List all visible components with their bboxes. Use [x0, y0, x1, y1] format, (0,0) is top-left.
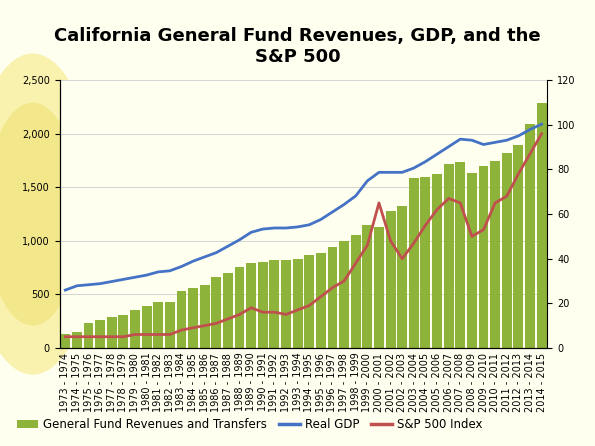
Bar — [374, 227, 384, 348]
Bar — [258, 262, 268, 348]
Legend: General Fund Revenues and Transfers, Real GDP, S&P 500 Index: General Fund Revenues and Transfers, Rea… — [12, 413, 487, 436]
Bar — [328, 247, 337, 348]
Bar — [142, 306, 152, 348]
Bar — [397, 206, 407, 348]
Bar — [234, 267, 245, 348]
Bar — [386, 211, 396, 348]
Bar — [351, 235, 361, 348]
Bar — [316, 252, 326, 348]
Text: California General Fund Revenues, GDP, and the
S&P 500: California General Fund Revenues, GDP, a… — [54, 27, 541, 66]
Bar — [409, 178, 419, 348]
Bar — [513, 145, 523, 348]
Bar — [107, 317, 117, 348]
Bar — [211, 277, 221, 348]
Bar — [455, 161, 465, 348]
Bar — [130, 310, 140, 348]
Bar — [246, 263, 256, 348]
Bar — [293, 259, 303, 348]
Bar — [537, 103, 547, 348]
Bar — [339, 241, 349, 348]
Bar — [478, 166, 488, 348]
Bar — [490, 161, 500, 348]
Bar — [362, 225, 372, 348]
Bar — [502, 153, 512, 348]
Bar — [84, 323, 93, 348]
Bar — [154, 302, 163, 348]
Bar — [304, 255, 314, 348]
Bar — [432, 174, 442, 348]
Bar — [95, 320, 105, 348]
Bar — [200, 285, 209, 348]
Bar — [165, 302, 175, 348]
Bar — [270, 260, 279, 348]
Bar — [421, 177, 430, 348]
Bar — [72, 332, 82, 348]
Bar — [60, 334, 70, 348]
Bar — [177, 291, 186, 348]
Bar — [118, 315, 129, 348]
Bar — [525, 124, 535, 348]
Bar — [281, 260, 291, 348]
Bar — [188, 288, 198, 348]
Bar — [467, 173, 477, 348]
Bar — [223, 273, 233, 348]
Bar — [444, 164, 453, 348]
